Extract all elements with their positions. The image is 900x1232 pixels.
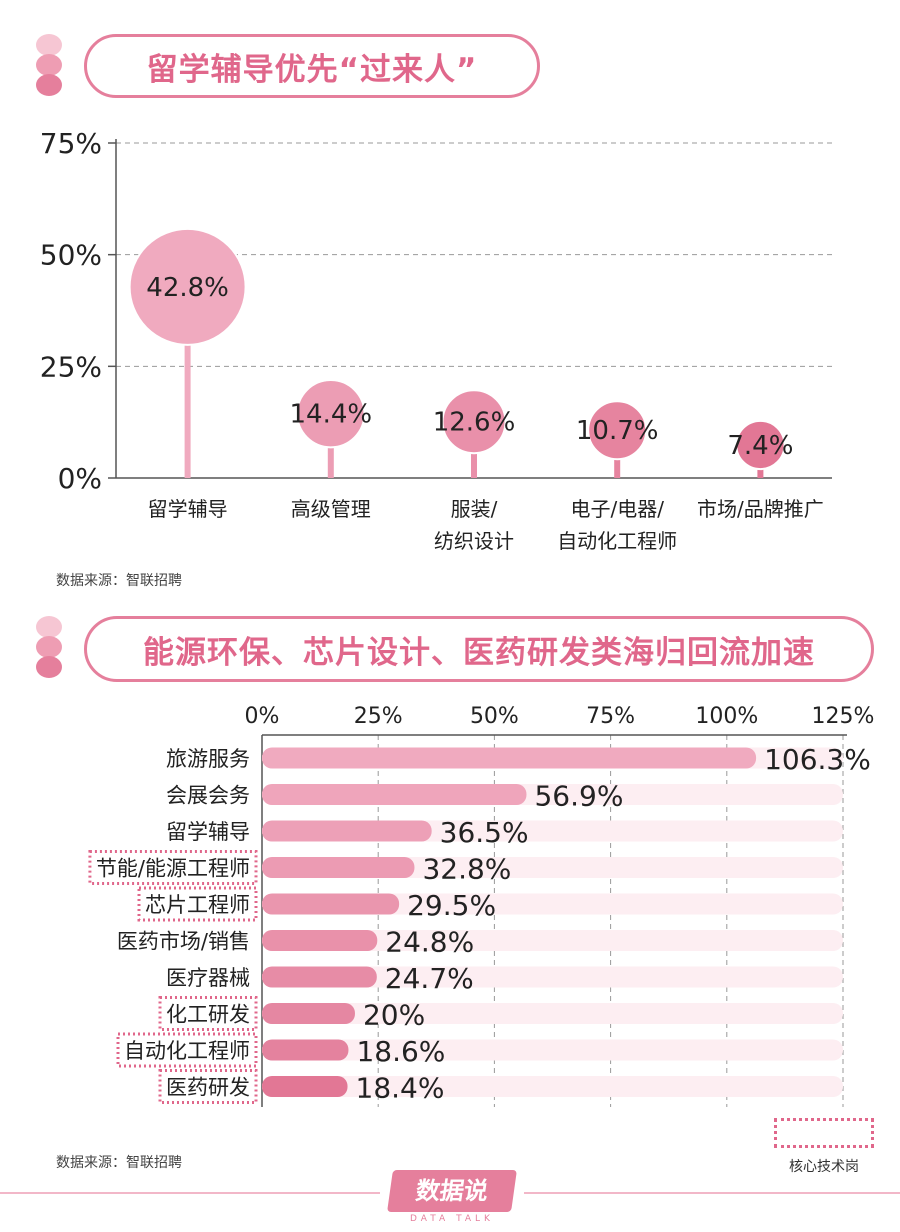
y-category-label: 医药研发 [166,1076,250,1100]
data-label: 106.3% [764,743,871,776]
title-dots-2 [36,616,64,678]
data-label: 56.9% [534,780,623,813]
x-category-label-line: 市场/品牌推广 [697,497,824,521]
x-category-label: 服装/纺织设计 [434,497,514,553]
bar [262,1039,349,1061]
bar [262,966,377,988]
y-category-label: 会展会务 [166,784,250,808]
legend-swatch-core-tech [774,1118,874,1148]
bubble [587,400,648,461]
bar-track [262,1003,843,1024]
data-label: 10.7% [576,416,659,446]
x-tick-label: 75% [586,704,635,729]
y-category-label: 自动化工程师 [124,1039,250,1063]
bar [262,930,378,951]
y-tick-label: 50% [40,239,102,272]
dot-light [36,616,62,638]
y-category-label: 节能/能源工程师 [96,857,250,881]
x-category-label-line: 电子/电器/ [570,497,664,521]
bubble [296,379,366,449]
dot-light [36,34,62,56]
x-tick-label: 0% [245,704,280,729]
x-category-label-line: 服装/ [451,497,498,521]
section1-title: 留学辅导优先“过来人” [84,34,540,98]
bar [262,820,432,842]
bar [262,893,400,915]
brand-logo-subtitle: DATA TALK [410,1214,494,1224]
bubble [441,389,507,455]
dot-mid [36,54,62,76]
data-label: 20% [363,999,425,1032]
data-label: 32.8% [422,853,511,886]
data-label: 14.4% [289,400,372,430]
x-category-label-line: 高级管理 [291,497,371,521]
bar [262,747,757,769]
y-category-label: 旅游服务 [166,747,250,771]
bar [262,784,527,805]
source-note-2: 数据来源：智联招聘 [56,1155,182,1171]
data-label: 36.5% [440,816,529,849]
bar-track [262,930,843,951]
highlight-box [137,886,258,922]
data-label: 12.6% [433,408,516,438]
y-category-label: 留学辅导 [166,820,250,844]
bar-track [262,893,843,915]
x-tick-label: 125% [812,704,875,729]
data-label: 7.4% [727,431,793,461]
bar [262,1076,348,1097]
x-tick-label: 50% [470,704,519,729]
highlight-box [158,996,258,1031]
y-tick-label: 25% [40,350,102,383]
bubble [735,419,786,471]
bar [262,1003,355,1024]
bar-chart: 0% 25% 50% 75% 100% 125% 106.3% 旅游服务 56.9% 会展会务 36… [88,704,875,1107]
dot-dark [36,74,62,96]
data-label: 24.8% [385,926,474,959]
data-label: 42.8% [146,273,229,303]
y-category-label: 化工研发 [166,1003,250,1027]
dot-mid [36,636,62,658]
bar-track [262,966,843,988]
y-category-label: 芯片工程师 [145,893,250,917]
data-label: 18.6% [356,1035,445,1068]
bar [262,857,415,878]
y-category-label: 医疗器械 [166,966,250,990]
data-label: 24.7% [385,962,474,995]
bubble-chart: 0% 25% 50% 75% 42.8% 留学辅导 14.4% 高级管理 12.6% 服装/纺织设… [40,127,832,553]
x-category-label-line: 留学辅导 [148,497,228,521]
data-label: 29.5% [407,889,496,922]
y-category-label: 医药市场/销售 [117,930,250,954]
x-category-label: 留学辅导 [148,497,228,521]
title-dots-1 [36,34,64,96]
bubble [128,227,247,346]
footer-line-right [524,1192,900,1194]
x-category-label: 电子/电器/自动化工程师 [557,497,677,553]
x-tick-label: 25% [354,704,403,729]
bar-track [262,1039,843,1061]
highlight-box [158,1069,258,1104]
x-category-label: 市场/品牌推广 [697,497,824,521]
x-category-label-line: 自动化工程师 [557,529,677,553]
brand-logo: 数据说 [387,1170,517,1212]
data-label: 18.4% [356,1072,445,1105]
y-tick-label: 0% [58,462,102,495]
x-tick-label: 100% [695,704,758,729]
x-category-label-line: 纺织设计 [434,529,514,553]
bar-track [262,1076,843,1097]
highlight-box [88,850,258,885]
y-tick-label: 75% [40,127,102,160]
footer-line-left [0,1192,380,1194]
legend-label: 核心技术岗 [789,1159,859,1175]
section2-title: 能源环保、芯片设计、医药研发类海归回流加速 [84,616,874,682]
dot-dark [36,656,62,678]
x-category-label: 高级管理 [291,497,371,521]
source-note-1: 数据来源：智联招聘 [56,573,182,589]
